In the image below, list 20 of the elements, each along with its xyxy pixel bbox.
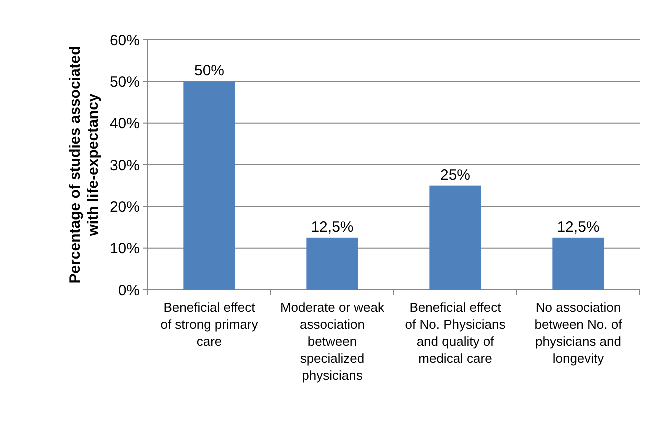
bar [184,82,236,290]
data-label: 12,5% [311,218,354,236]
y-axis-title: Percentage of studies associated with life-expectancy [67,46,102,284]
y-tick-label: 10% [110,240,140,258]
bar [430,186,482,290]
y-tick-label: 30% [110,157,140,174]
data-label: 12,5% [557,218,600,236]
x-tick-label: Moderate or weak association between specialized physicians [280,300,386,383]
y-tick-label: 20% [110,198,140,216]
y-tick-label: 0% [118,282,140,300]
bar [306,238,358,290]
x-tick-label: Beneficial effect of No. Physicians and quality of medical care [405,300,506,366]
x-tick-label: Beneficial effect of strong primary care [160,300,259,349]
y-tick-label: 50% [110,74,140,91]
y-tick-label: 60% [110,32,140,50]
y-tick-label: 40% [110,116,140,133]
x-tick-label: No association between No. of physicians and longevity [534,300,623,366]
data-label: 25% [440,166,471,184]
bar [552,238,604,290]
data-label: 50% [194,62,225,80]
